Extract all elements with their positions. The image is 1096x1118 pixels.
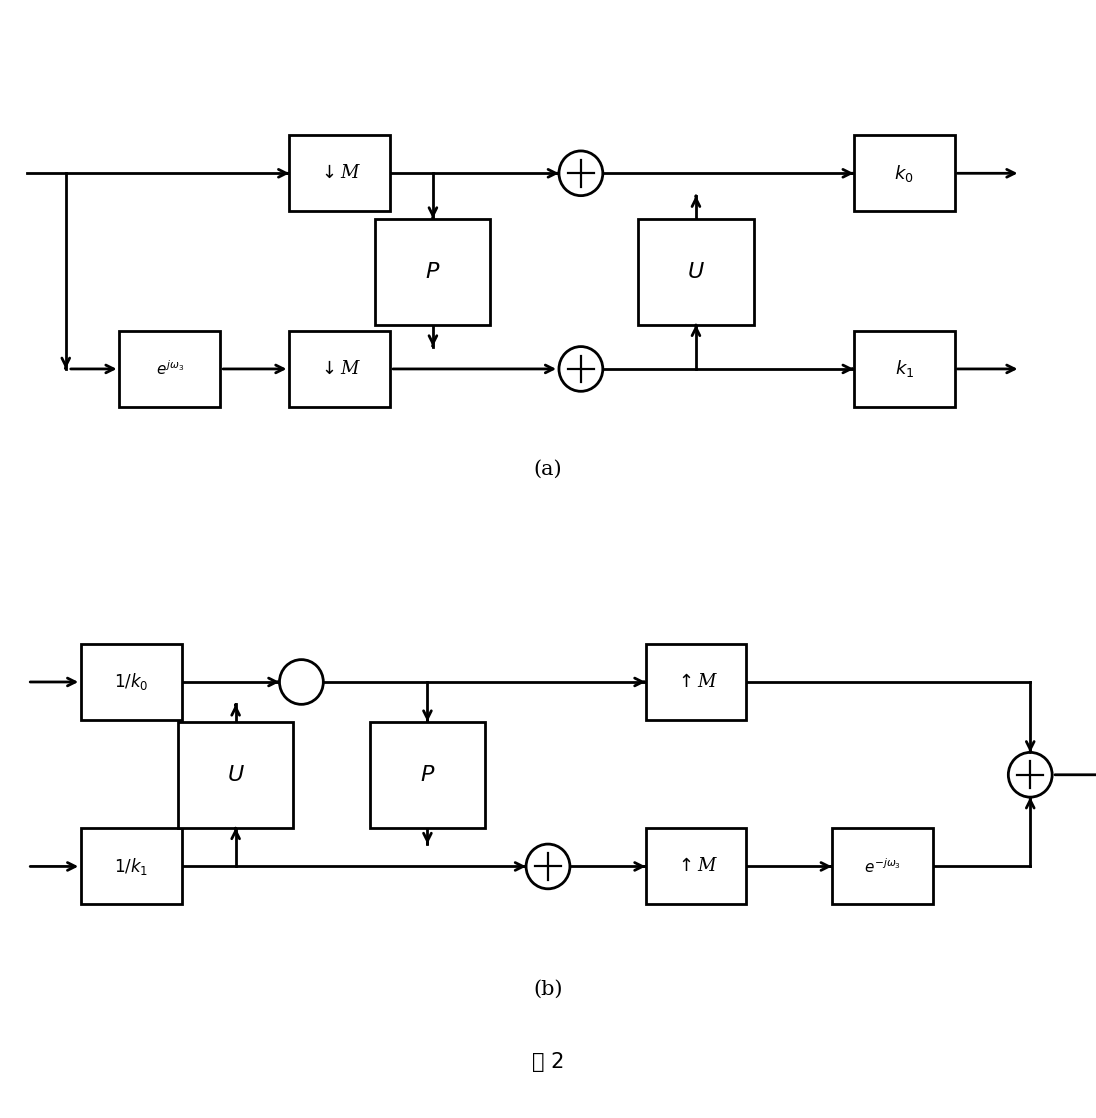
- Text: $1/k_1$: $1/k_1$: [114, 856, 149, 877]
- FancyBboxPatch shape: [370, 722, 484, 827]
- FancyBboxPatch shape: [854, 331, 955, 407]
- Text: $e^{j\omega_3}$: $e^{j\omega_3}$: [156, 360, 184, 378]
- Text: $k_1$: $k_1$: [894, 359, 914, 379]
- Text: $U$: $U$: [687, 260, 705, 283]
- Text: (a): (a): [534, 461, 562, 479]
- FancyBboxPatch shape: [178, 722, 294, 827]
- Text: $P$: $P$: [425, 260, 441, 283]
- Circle shape: [559, 151, 603, 196]
- FancyBboxPatch shape: [289, 331, 390, 407]
- Text: (b): (b): [534, 980, 562, 998]
- FancyBboxPatch shape: [646, 644, 746, 720]
- FancyBboxPatch shape: [638, 219, 754, 324]
- Text: $\downarrow$M: $\downarrow$M: [318, 164, 362, 182]
- Text: 图 2: 图 2: [532, 1052, 564, 1072]
- FancyBboxPatch shape: [854, 135, 955, 211]
- Text: $U$: $U$: [227, 764, 244, 786]
- Circle shape: [526, 844, 570, 889]
- Text: $\uparrow$M: $\uparrow$M: [674, 673, 718, 691]
- Text: $P$: $P$: [420, 764, 435, 786]
- FancyBboxPatch shape: [832, 828, 933, 904]
- Circle shape: [1008, 752, 1052, 797]
- Text: $k_0$: $k_0$: [894, 163, 914, 183]
- Text: $1/k_0$: $1/k_0$: [114, 672, 149, 692]
- Text: $e^{-j\omega_3}$: $e^{-j\omega_3}$: [864, 858, 901, 875]
- FancyBboxPatch shape: [119, 331, 220, 407]
- FancyBboxPatch shape: [81, 644, 182, 720]
- Circle shape: [279, 660, 323, 704]
- FancyBboxPatch shape: [81, 828, 182, 904]
- FancyBboxPatch shape: [646, 828, 746, 904]
- Circle shape: [559, 347, 603, 391]
- FancyBboxPatch shape: [375, 219, 491, 324]
- Text: $\uparrow$M: $\uparrow$M: [674, 858, 718, 875]
- Text: $\downarrow$M: $\downarrow$M: [318, 360, 362, 378]
- FancyBboxPatch shape: [289, 135, 390, 211]
